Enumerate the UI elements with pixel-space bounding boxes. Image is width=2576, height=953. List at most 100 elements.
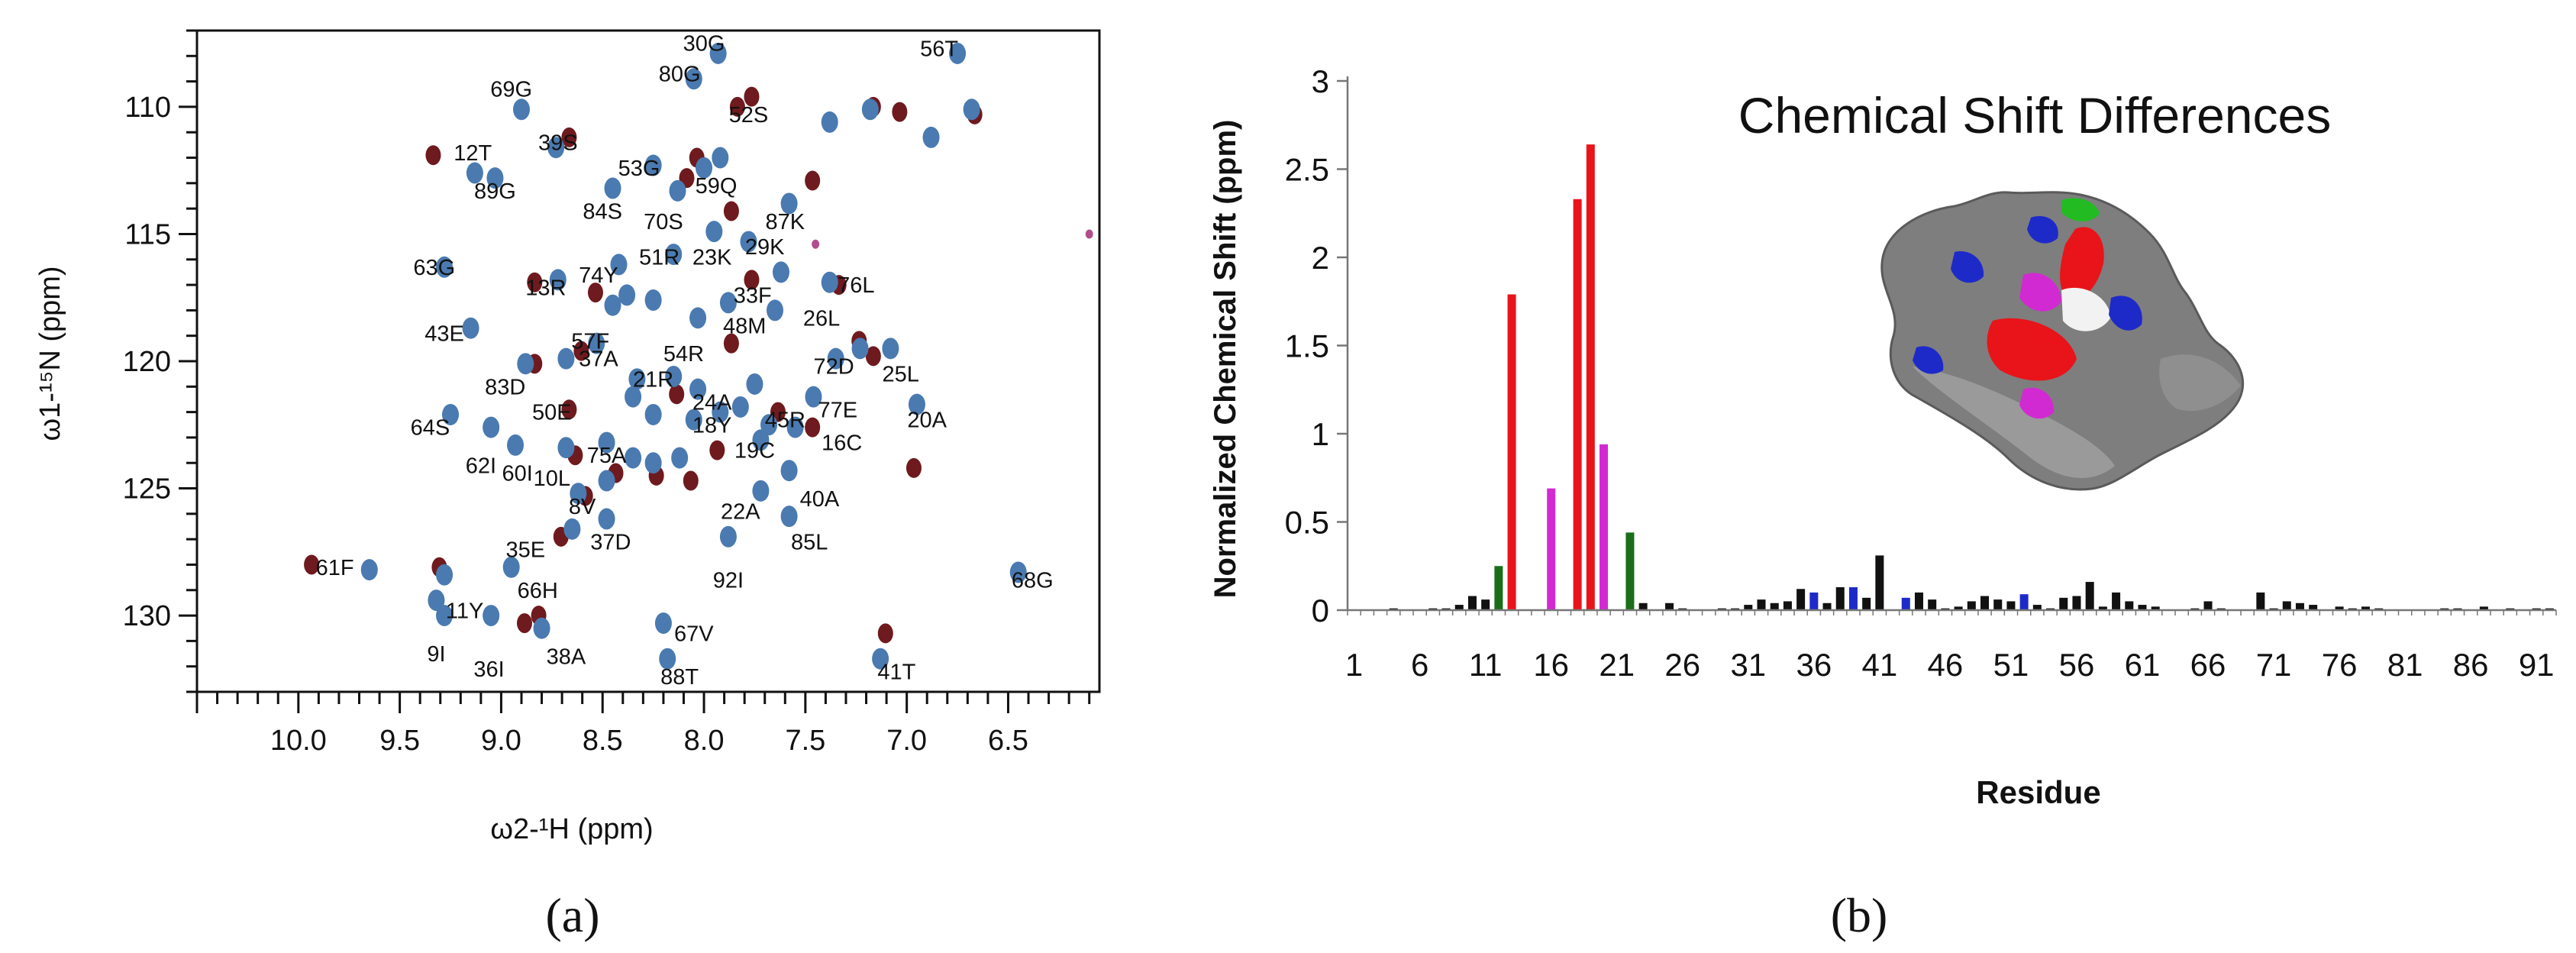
peak-darkred xyxy=(744,86,760,107)
bar-y-tick-label: 1.5 xyxy=(1285,328,1329,364)
peak-magenta xyxy=(1085,229,1093,239)
x-tick-label: 9.0 xyxy=(481,725,521,757)
peak-darkred xyxy=(304,554,320,575)
peak-blue xyxy=(486,167,504,189)
bar-x-tick-label: 66 xyxy=(2190,647,2226,683)
bar-x-tick-label: 26 xyxy=(1664,647,1700,683)
peak-blue xyxy=(557,437,575,459)
peak-blue xyxy=(752,480,770,502)
surface-red-patch-center xyxy=(1987,318,2077,381)
peak-blue xyxy=(665,244,683,266)
residue-bar xyxy=(2019,594,2029,610)
surface-green-patch xyxy=(2061,198,2100,221)
residue-bar xyxy=(1901,597,1910,610)
nmr-spectrum-panel: 30G 56T 80G 69G 52S 39S 12T 53G 89G 59Q 84S 70S 87K 6… xyxy=(34,29,1101,942)
peak-blue xyxy=(752,429,770,451)
surface-right-lobe xyxy=(2159,354,2241,412)
peak-blue xyxy=(659,648,676,670)
peak-blue xyxy=(507,434,525,456)
peak-label: 20A xyxy=(907,409,947,433)
peak-blue xyxy=(644,154,662,176)
peak-darkred xyxy=(877,623,893,644)
peak-blue xyxy=(685,68,702,90)
peak-label: 61F xyxy=(316,556,354,580)
peak-label: 56T xyxy=(920,37,958,61)
peak-label: 48M xyxy=(723,314,766,338)
peak-magenta xyxy=(812,239,820,249)
surface-blue-patch-left xyxy=(1951,251,1984,283)
peak-blue xyxy=(719,292,737,314)
peak-blue xyxy=(780,506,798,528)
peak-blue xyxy=(442,403,460,425)
peak-blue xyxy=(689,307,707,329)
bar-x-tick-label: 11 xyxy=(1469,647,1503,683)
peak-label: 59Q xyxy=(696,174,738,199)
spectrum-y-axis-title: ω1-¹⁵N (ppm) xyxy=(34,266,66,441)
surface-blue-patch-top xyxy=(2027,216,2058,244)
surface-magenta-patch xyxy=(2019,273,2061,312)
peak-blue xyxy=(557,347,575,370)
peak-label: 19C xyxy=(734,439,775,464)
surface-blue-patch-right xyxy=(2109,296,2142,331)
peak-label: 40A xyxy=(800,487,840,512)
peak-blue xyxy=(705,221,723,243)
peak-label: 29K xyxy=(745,235,785,260)
bar-x-tick-label: 21 xyxy=(1599,647,1635,683)
peak-label: 84S xyxy=(583,199,622,224)
peak-blue xyxy=(604,294,621,316)
bar-x-tick-label: 91 xyxy=(2519,647,2555,683)
residue-bar xyxy=(1757,599,1766,610)
peak-blue xyxy=(689,378,707,400)
y-tick-label: 110 xyxy=(124,92,171,124)
peak-label: 52S xyxy=(729,103,769,128)
peak-blue xyxy=(719,525,737,548)
bar-y-tick-label: 0 xyxy=(1312,593,1329,628)
peak-blue xyxy=(598,431,615,454)
peak-label: 30G xyxy=(683,32,725,57)
peak-label: 18Y xyxy=(692,413,732,438)
peak-darkred xyxy=(573,341,589,361)
residue-bar xyxy=(1967,601,1976,610)
residue-bar xyxy=(1467,596,1477,610)
peak-blue xyxy=(547,137,565,159)
residue-bar xyxy=(1507,294,1516,610)
peak-darkred xyxy=(723,201,739,221)
peak-label: 26L xyxy=(803,306,840,331)
peak-label-layer: 30G 56T 80G 69G 52S 39S 12T 53G 89G 59Q 84S 70S 87K 6… xyxy=(316,32,1054,690)
peak-label: 74Y xyxy=(579,263,618,288)
peak-label: 11Y xyxy=(446,599,483,623)
peak-blue xyxy=(712,401,729,423)
surface-white-patch xyxy=(2061,287,2111,331)
peak-label: 60I xyxy=(502,462,533,486)
residue-bar xyxy=(1980,596,1990,610)
residue-bar xyxy=(1625,532,1635,610)
residue-bar xyxy=(1770,602,1779,610)
peak-blue xyxy=(922,126,940,148)
peak-label: 92I xyxy=(713,568,744,593)
residue-bar xyxy=(1928,599,1937,610)
peak-darkred xyxy=(587,283,603,303)
peak-label: 39S xyxy=(538,131,578,156)
panel-label-a: (a) xyxy=(545,888,599,942)
peak-blue xyxy=(963,99,980,121)
x-tick-label: 6.5 xyxy=(988,725,1028,757)
peak-blue xyxy=(483,416,500,438)
peak-label: 36I xyxy=(473,657,504,682)
bar-x-tick-label: 46 xyxy=(1928,647,1964,683)
peak-darkred xyxy=(683,470,699,491)
peak-darkred xyxy=(805,170,821,191)
peak-darkred xyxy=(729,96,745,117)
residue-bar xyxy=(1600,444,1609,610)
peak-label: 53G xyxy=(618,157,660,181)
y-tick-label: 120 xyxy=(123,346,171,378)
peak-blue xyxy=(483,605,500,627)
x-tick-label: 9.5 xyxy=(379,725,420,757)
residue-bar xyxy=(1481,599,1490,610)
peak-blue xyxy=(604,177,621,199)
residue-bar xyxy=(2203,601,2213,610)
peak-label: 45R xyxy=(765,409,805,433)
residue-bar xyxy=(1494,566,1503,610)
bar-x-axis-title: Residue xyxy=(1976,774,2100,810)
peak-blue xyxy=(949,42,967,64)
